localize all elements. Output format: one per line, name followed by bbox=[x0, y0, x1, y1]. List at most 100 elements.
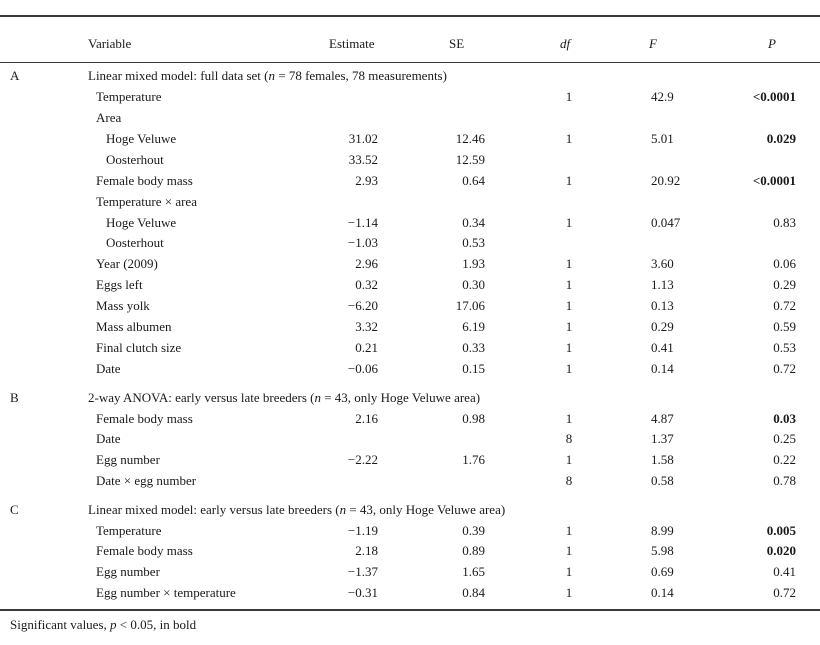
cell-se: 6.19 bbox=[462, 319, 485, 334]
cell-df: 1 bbox=[565, 585, 573, 600]
cell-p: 0.59 bbox=[773, 319, 796, 334]
cell-se: 0.98 bbox=[462, 411, 485, 426]
cell-section: C bbox=[10, 502, 19, 517]
cell-se: 0.64 bbox=[462, 173, 485, 188]
table-row: Date −0.06 0.15 1 0.14 0.72 bbox=[0, 359, 820, 379]
cell-label: Temperature × area bbox=[96, 194, 197, 209]
cell-estimate: 3.32 bbox=[355, 319, 378, 334]
cell-p: <0.0001 bbox=[752, 89, 796, 104]
table-row: Final clutch size 0.21 0.33 1 0.41 0.53 bbox=[0, 338, 820, 358]
cell-se: 17.06 bbox=[455, 298, 485, 313]
header-rule bbox=[0, 62, 820, 63]
header-p: P bbox=[768, 36, 776, 51]
cell-p: 0.41 bbox=[773, 564, 796, 579]
cell-f: 8.99 bbox=[651, 523, 674, 538]
table-row: Female body mass 2.18 0.89 1 5.98 0.020 bbox=[0, 541, 820, 561]
cell-label: Mass yolk bbox=[96, 298, 150, 313]
table-footnote: Significant values, p < 0.05, in bold bbox=[10, 617, 197, 632]
cell-se: 1.93 bbox=[462, 256, 485, 271]
cell-se: 1.76 bbox=[462, 452, 485, 467]
cell-df: 1 bbox=[565, 277, 573, 292]
table-row: Oosterhout 33.52 12.59 bbox=[0, 150, 820, 170]
cell-se: 12.46 bbox=[455, 131, 485, 146]
header-se: SE bbox=[449, 36, 465, 51]
cell-estimate: 2.96 bbox=[355, 256, 378, 271]
cell-estimate: −1.19 bbox=[347, 523, 378, 538]
cell-f: 0.13 bbox=[651, 298, 674, 313]
cell-estimate: −1.37 bbox=[347, 564, 378, 579]
header-variable: Variable bbox=[88, 36, 132, 51]
cell-f: 4.87 bbox=[651, 411, 674, 426]
cell-p: <0.0001 bbox=[752, 173, 796, 188]
cell-df: 8 bbox=[565, 473, 573, 488]
cell-f: 1.58 bbox=[651, 452, 674, 467]
cell-f: 1.13 bbox=[651, 277, 674, 292]
cell-estimate: −1.14 bbox=[347, 215, 378, 230]
cell-label: Year (2009) bbox=[96, 256, 158, 271]
cell-label: Female body mass bbox=[96, 411, 193, 426]
section-row: A Linear mixed model: full data set (n = … bbox=[0, 66, 820, 86]
cell-df: 1 bbox=[565, 89, 573, 104]
cell-df: 1 bbox=[565, 256, 573, 271]
cell-f: 1.37 bbox=[651, 431, 674, 446]
cell-f: 20.92 bbox=[651, 173, 681, 188]
cell-p: 0.72 bbox=[773, 585, 796, 600]
table-row: Mass yolk −6.20 17.06 1 0.13 0.72 bbox=[0, 296, 820, 316]
cell-estimate: 0.32 bbox=[355, 277, 378, 292]
table-row: Date × egg number 8 0.58 0.78 bbox=[0, 471, 820, 491]
cell-f: 0.29 bbox=[651, 319, 674, 334]
cell-df: 1 bbox=[565, 131, 573, 146]
cell-f: 0.69 bbox=[651, 564, 674, 579]
cell-label: Final clutch size bbox=[96, 340, 182, 355]
cell-section: B bbox=[10, 390, 19, 405]
cell-df: 1 bbox=[565, 173, 573, 188]
header-estimate: Estimate bbox=[329, 36, 375, 51]
cell-se: 0.39 bbox=[462, 523, 485, 538]
section-row: C Linear mixed model: early versus late b… bbox=[0, 500, 820, 520]
cell-f: 3.60 bbox=[651, 256, 674, 271]
cell-p: 0.06 bbox=[773, 256, 796, 271]
table-row: Mass albumen 3.32 6.19 1 0.29 0.59 bbox=[0, 317, 820, 337]
header-f: F bbox=[649, 36, 657, 51]
cell-se: 0.30 bbox=[462, 277, 485, 292]
cell-p: 0.029 bbox=[766, 131, 796, 146]
cell-label: Area bbox=[96, 110, 122, 125]
cell-label: Eggs left bbox=[96, 277, 143, 292]
table-row: Temperature × area bbox=[0, 192, 820, 212]
cell-estimate: −6.20 bbox=[347, 298, 378, 313]
cell-estimate: −2.22 bbox=[347, 452, 378, 467]
cell-f: 42.9 bbox=[651, 89, 674, 104]
cell-se: 0.89 bbox=[462, 543, 485, 558]
cell-label: Female body mass bbox=[96, 173, 193, 188]
cell-label: Temperature bbox=[96, 89, 162, 104]
table-row: Area bbox=[0, 108, 820, 128]
header-df: df bbox=[560, 36, 571, 51]
cell-p: 0.020 bbox=[766, 543, 796, 558]
cell-section: A bbox=[10, 68, 20, 83]
cell-f: 0.58 bbox=[651, 473, 674, 488]
cell-estimate: −0.06 bbox=[347, 361, 378, 376]
cell-label: Oosterhout bbox=[106, 235, 164, 250]
cell-label: Linear mixed model: full data set (n = 7… bbox=[88, 68, 447, 83]
table-row: Date 8 1.37 0.25 bbox=[0, 429, 820, 449]
cell-estimate: 2.93 bbox=[355, 173, 378, 188]
cell-label: Egg number bbox=[96, 452, 160, 467]
cell-label: Oosterhout bbox=[106, 152, 164, 167]
table-row: Egg number −1.37 1.65 1 0.69 0.41 bbox=[0, 562, 820, 582]
cell-df: 1 bbox=[565, 411, 573, 426]
cell-label: Female body mass bbox=[96, 543, 193, 558]
cell-df: 8 bbox=[565, 431, 573, 446]
cell-se: 12.59 bbox=[455, 152, 485, 167]
cell-f: 5.98 bbox=[651, 543, 674, 558]
cell-label: Date × egg number bbox=[96, 473, 197, 488]
cell-p: 0.72 bbox=[773, 361, 796, 376]
cell-label: Mass albumen bbox=[96, 319, 172, 334]
cell-f: 0.41 bbox=[651, 340, 674, 355]
cell-p: 0.005 bbox=[766, 523, 796, 538]
cell-label: Date bbox=[96, 361, 121, 376]
cell-f: 0.14 bbox=[651, 585, 674, 600]
table-row: Hoge Veluwe 31.02 12.46 1 5.01 0.029 bbox=[0, 129, 820, 149]
cell-label: Egg number × temperature bbox=[96, 585, 236, 600]
cell-se: 0.15 bbox=[462, 361, 485, 376]
cell-p: 0.83 bbox=[773, 215, 796, 230]
